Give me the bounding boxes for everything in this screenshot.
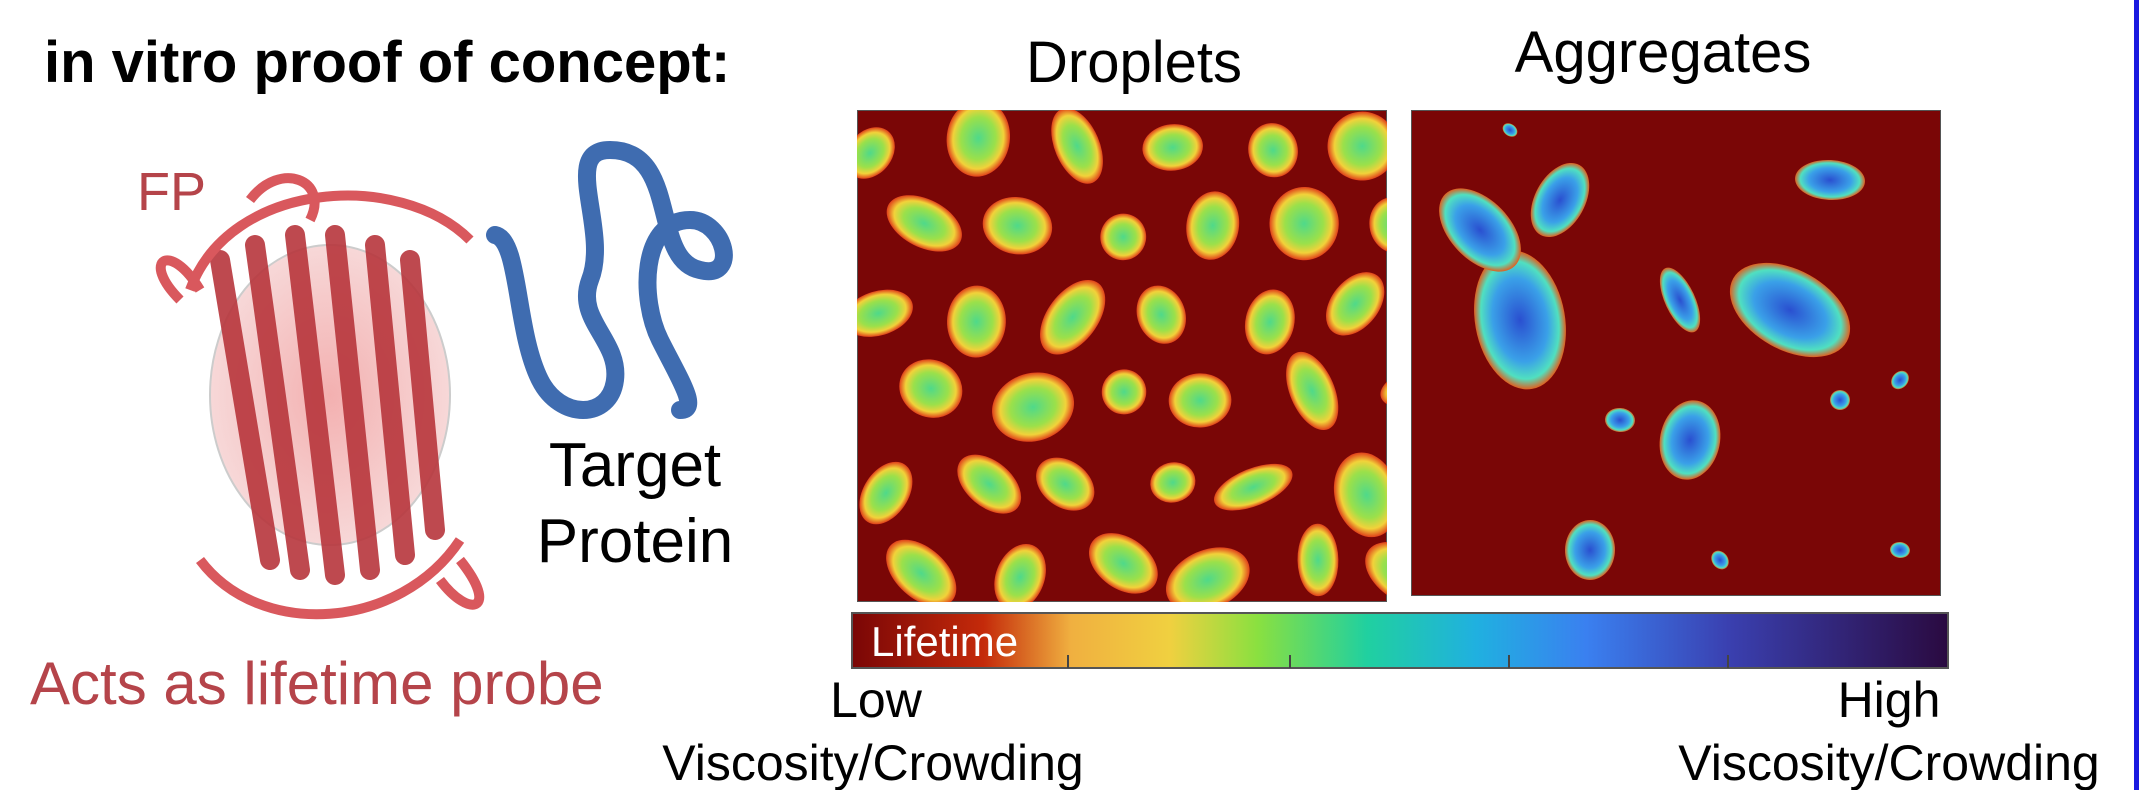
panel-title: Aggregates bbox=[1515, 20, 1812, 85]
aggregates-image bbox=[1411, 110, 1941, 596]
slide-border bbox=[2134, 0, 2139, 790]
caption: Acts as lifetime probe bbox=[30, 650, 604, 717]
low-label: Low bbox=[830, 672, 923, 728]
target-label: Target bbox=[549, 431, 721, 500]
high-caption: Viscosity/Crowding bbox=[1678, 735, 2099, 790]
droplets-image bbox=[835, 96, 1454, 624]
high-label: High bbox=[1838, 672, 1941, 728]
panel-title: Droplets bbox=[1026, 30, 1242, 95]
page: {"header": {"title": "in vitro proof of … bbox=[0, 0, 2147, 790]
low-caption: Viscosity/Crowding bbox=[662, 735, 1083, 790]
slide: in vitro proof of concept: FP Target Pro… bbox=[0, 0, 2147, 790]
target-protein-chain bbox=[495, 150, 724, 410]
colorbar-label: Lifetime bbox=[871, 618, 1018, 665]
fluorescent-protein bbox=[161, 178, 480, 614]
slide-title: in vitro proof of concept: bbox=[44, 30, 730, 95]
fp-label: FP bbox=[137, 162, 206, 222]
target-label: Protein bbox=[537, 507, 733, 576]
